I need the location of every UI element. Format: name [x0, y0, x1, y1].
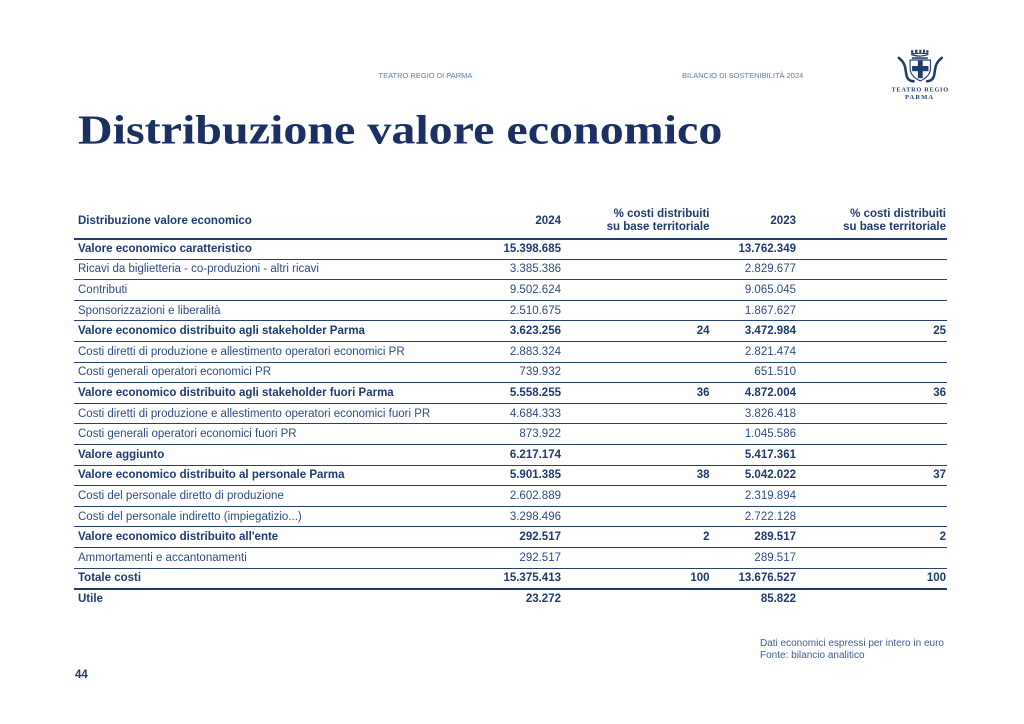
svg-text:PARMA: PARMA: [905, 94, 934, 101]
svg-text:TEATRO REGIO: TEATRO REGIO: [892, 86, 949, 93]
